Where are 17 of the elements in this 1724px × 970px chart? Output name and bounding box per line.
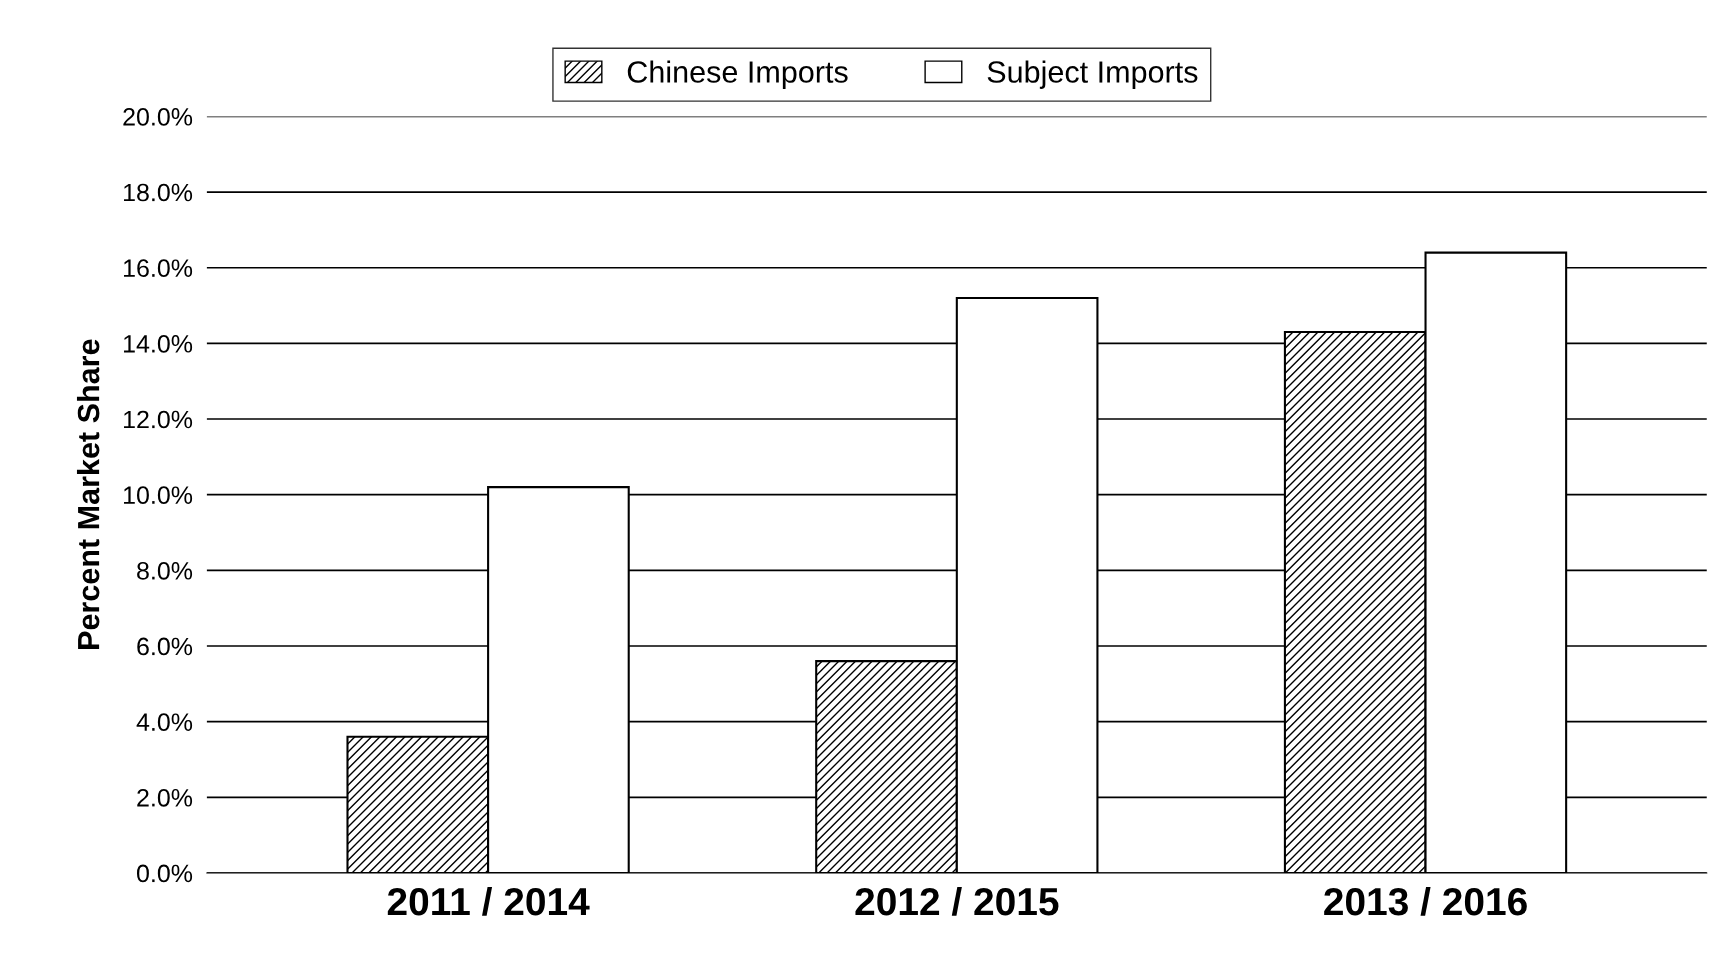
y-axis-title: Percent Market Share	[76, 339, 100, 649]
legend-label: Subject Imports	[987, 60, 1198, 89]
y-tick-label: 18.0%	[124, 183, 193, 202]
x-tick-label: 2012 / 2015	[855, 886, 1059, 916]
x-tick-label: 2013 / 2016	[1324, 886, 1527, 916]
y-tick-label: 2.0%	[137, 788, 193, 807]
y-tick-label: 8.0%	[137, 561, 193, 580]
y-tick-label: 6.0%	[137, 637, 193, 656]
x-tick-label: 2011 / 2014	[387, 886, 590, 916]
y-tick-label: 4.0%	[136, 713, 193, 731]
y-tick-label: 16.0%	[124, 259, 193, 278]
y-tick-label: 14.0%	[124, 334, 193, 353]
y-tick-label: 20.0%	[123, 108, 193, 126]
legend-label: Chinese Imports	[627, 60, 848, 89]
y-tick-label: 10.0%	[124, 486, 193, 504]
y-tick-label: 0.0%	[136, 864, 193, 883]
y-tick-label: 12.0%	[124, 410, 193, 429]
